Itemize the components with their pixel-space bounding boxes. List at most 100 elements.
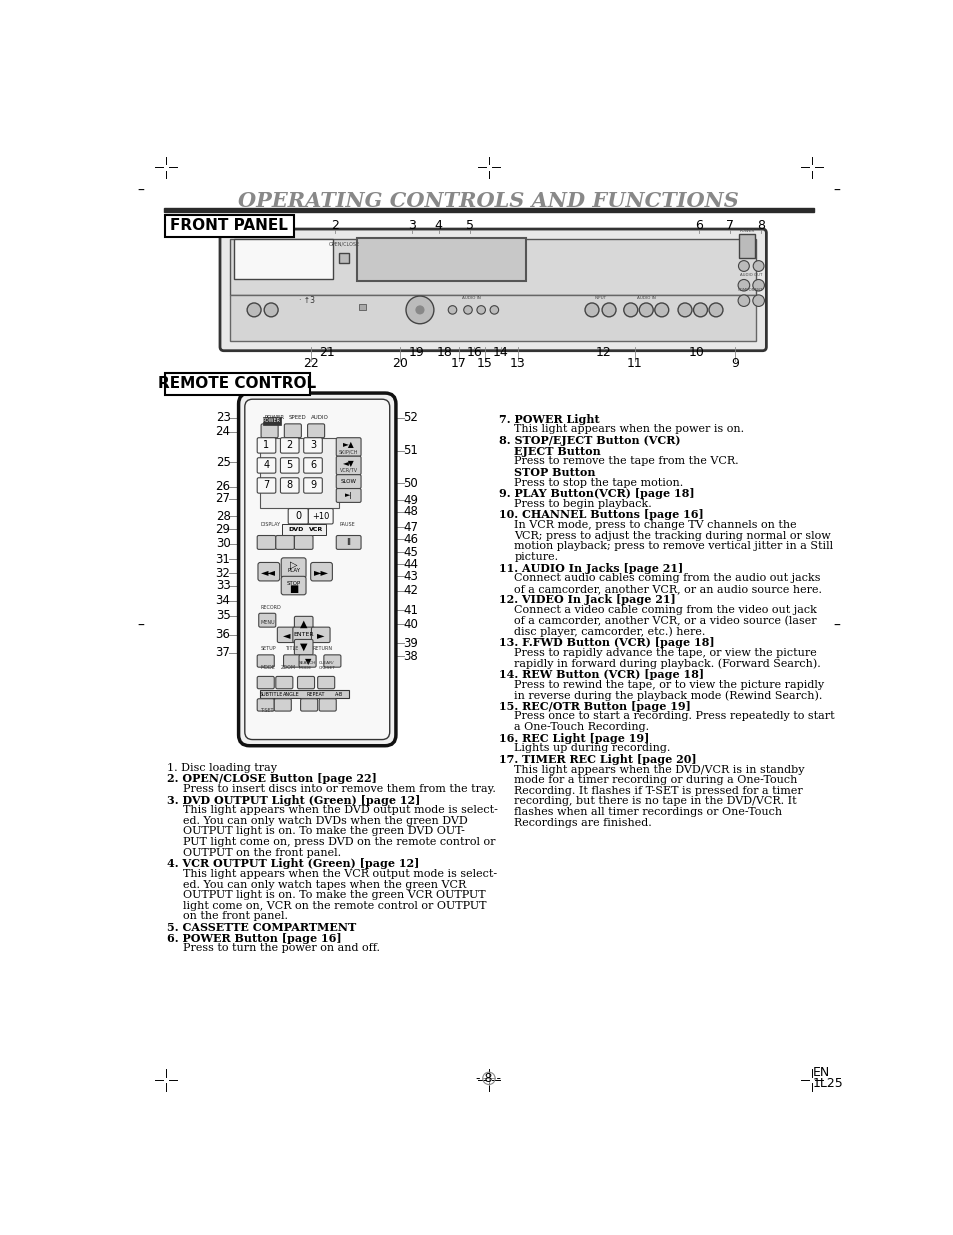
Text: FRONT PANEL: FRONT PANEL	[171, 219, 288, 233]
Text: ▲: ▲	[299, 619, 307, 629]
FancyBboxPatch shape	[257, 699, 274, 711]
Text: DISPLAY: DISPLAY	[260, 521, 280, 526]
Circle shape	[753, 261, 763, 272]
FancyBboxPatch shape	[317, 677, 335, 689]
Text: Press to rewind the tape, or to view the picture rapidly: Press to rewind the tape, or to view the…	[514, 679, 823, 689]
Text: 38: 38	[403, 650, 417, 663]
Circle shape	[738, 279, 749, 291]
Text: on the front panel.: on the front panel.	[183, 911, 288, 921]
FancyBboxPatch shape	[311, 627, 330, 642]
FancyBboxPatch shape	[257, 478, 275, 493]
Text: 51: 51	[403, 445, 417, 457]
FancyBboxPatch shape	[259, 438, 338, 508]
Text: 34: 34	[215, 594, 231, 608]
FancyBboxPatch shape	[294, 616, 313, 632]
Text: 15. REC/OTR Button [page 19]: 15. REC/OTR Button [page 19]	[498, 700, 690, 711]
Bar	[356, 237, 525, 280]
Text: 39: 39	[403, 637, 417, 650]
Text: MENU: MENU	[260, 620, 274, 625]
Circle shape	[693, 303, 707, 317]
Text: T-SET: T-SET	[259, 708, 273, 713]
Text: 18: 18	[436, 346, 453, 358]
FancyBboxPatch shape	[245, 399, 390, 740]
Text: COMPONENT: COMPONENT	[738, 289, 762, 293]
Text: - 8 -: - 8 -	[476, 1072, 501, 1084]
Text: 11. AUDIO In Jacks [page 21]: 11. AUDIO In Jacks [page 21]	[498, 563, 682, 573]
Text: STOP Button: STOP Button	[514, 467, 596, 478]
FancyBboxPatch shape	[275, 677, 293, 689]
Text: 26: 26	[215, 480, 231, 494]
Text: OUTPUT light is on. To make the green DVD OUT-: OUTPUT light is on. To make the green DV…	[183, 826, 464, 836]
Text: recording, but there is no tape in the DVD/VCR. It: recording, but there is no tape in the D…	[514, 797, 797, 806]
Text: 15: 15	[476, 357, 493, 370]
Circle shape	[463, 306, 472, 314]
Text: 9. PLAY Button(VCR) [page 18]: 9. PLAY Button(VCR) [page 18]	[498, 488, 694, 499]
Text: ◄: ◄	[283, 630, 290, 640]
FancyBboxPatch shape	[257, 562, 279, 580]
Circle shape	[416, 306, 423, 314]
Text: 28: 28	[215, 510, 231, 522]
Text: SLOW: SLOW	[340, 479, 356, 484]
Text: ►►: ►►	[314, 567, 329, 577]
FancyBboxPatch shape	[257, 437, 275, 453]
Text: 7. POWER Light: 7. POWER Light	[498, 414, 599, 425]
Text: –: –	[137, 619, 144, 632]
Circle shape	[584, 303, 598, 317]
Text: Press once to start a recording. Press repeatedly to start: Press once to start a recording. Press r…	[514, 711, 834, 721]
Text: picture.: picture.	[514, 552, 558, 562]
Text: II: II	[346, 538, 351, 547]
Text: ANGLE: ANGLE	[283, 692, 299, 697]
FancyBboxPatch shape	[288, 509, 308, 524]
Text: 8: 8	[756, 219, 764, 232]
Text: VCR/TV: VCR/TV	[339, 468, 357, 473]
Text: 31: 31	[215, 553, 231, 566]
Text: Connect a video cable coming from the video out jack: Connect a video cable coming from the vi…	[514, 605, 817, 615]
Text: 14. REW Button (VCR) [page 18]: 14. REW Button (VCR) [page 18]	[498, 669, 703, 680]
Bar	[260, 690, 348, 698]
Bar	[230, 240, 756, 294]
Text: –: –	[137, 184, 144, 198]
Bar	[233, 240, 333, 279]
FancyBboxPatch shape	[294, 536, 313, 550]
Text: In VCR mode, press to change TV channels on the: In VCR mode, press to change TV channels…	[514, 520, 797, 530]
Circle shape	[406, 296, 434, 324]
Text: 5. CASSETTE COMPARTMENT: 5. CASSETTE COMPARTMENT	[167, 923, 356, 934]
FancyBboxPatch shape	[323, 655, 340, 667]
Circle shape	[476, 306, 485, 314]
Text: 4: 4	[263, 461, 270, 471]
Text: 5: 5	[465, 219, 473, 232]
Text: 9: 9	[731, 357, 739, 370]
Text: POWER: POWER	[265, 415, 285, 420]
Text: STOP: STOP	[286, 580, 300, 585]
FancyBboxPatch shape	[294, 640, 313, 655]
FancyBboxPatch shape	[303, 478, 322, 493]
Text: 6. POWER Button [page 16]: 6. POWER Button [page 16]	[167, 932, 341, 944]
Text: DVD: DVD	[288, 527, 303, 532]
Text: ▷: ▷	[290, 559, 297, 569]
Text: 7: 7	[725, 219, 733, 232]
Text: Press to stop the tape motion.: Press to stop the tape motion.	[514, 478, 683, 488]
Text: Recordings are finished.: Recordings are finished.	[514, 818, 652, 827]
Circle shape	[448, 306, 456, 314]
Text: 20: 20	[392, 357, 407, 370]
Text: AUDIO: AUDIO	[311, 415, 329, 420]
Text: 17. TIMER REC Light [page 20]: 17. TIMER REC Light [page 20]	[498, 753, 696, 764]
Text: 45: 45	[403, 546, 417, 559]
Text: AUDIO IN: AUDIO IN	[637, 296, 655, 300]
Text: rapidly in forward during playback. (Forward Search).: rapidly in forward during playback. (For…	[514, 658, 821, 669]
FancyBboxPatch shape	[165, 215, 294, 237]
Text: ENTER: ENTER	[294, 632, 314, 637]
Text: SEARCH
MODE: SEARCH MODE	[298, 661, 316, 669]
Text: SPEED: SPEED	[288, 415, 306, 420]
Text: 48: 48	[403, 505, 417, 519]
FancyBboxPatch shape	[280, 478, 298, 493]
FancyBboxPatch shape	[165, 373, 310, 395]
Text: –: –	[833, 184, 840, 198]
Text: ◄▼: ◄▼	[342, 458, 355, 468]
FancyBboxPatch shape	[275, 536, 294, 550]
Text: PLAY: PLAY	[287, 568, 300, 573]
Text: 7: 7	[263, 480, 270, 490]
FancyBboxPatch shape	[300, 699, 317, 711]
Text: Press to insert discs into or remove them from the tray.: Press to insert discs into or remove the…	[183, 784, 496, 794]
Text: 40: 40	[403, 618, 417, 631]
